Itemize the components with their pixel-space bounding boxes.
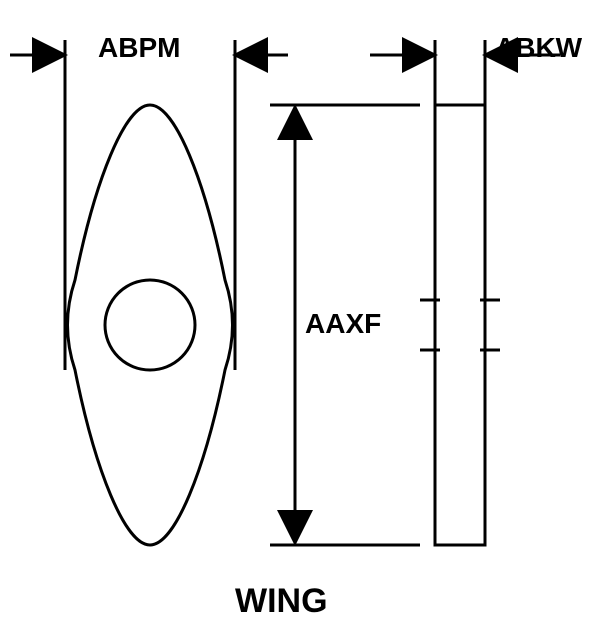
wing-hole <box>105 280 195 370</box>
wing-outline <box>68 105 233 545</box>
label-abpm: ABPM <box>98 32 180 64</box>
wing-diagram <box>0 0 600 644</box>
side-rect <box>435 105 485 545</box>
diagram-title: WING <box>235 582 328 621</box>
label-aaxf: AAXF <box>305 308 381 340</box>
label-abkw: ABKW <box>495 32 582 64</box>
